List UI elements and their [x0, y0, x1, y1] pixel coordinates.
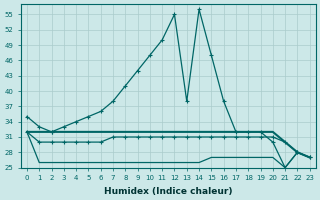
X-axis label: Humidex (Indice chaleur): Humidex (Indice chaleur) [104, 187, 233, 196]
